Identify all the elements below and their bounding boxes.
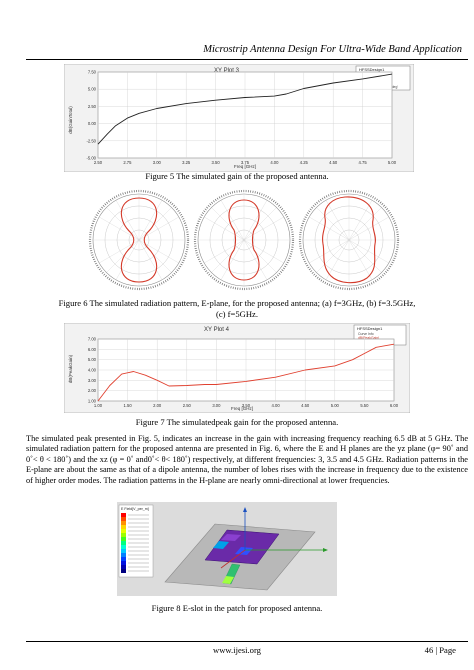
figure5-x-tick-label: 3.00 [153, 160, 162, 165]
figure8-colorbar [121, 513, 126, 573]
figure7-legend-title: HFSSDesign1 [357, 326, 383, 331]
figure5-series-line [97, 73, 393, 145]
figure5-x-tick-label: 3.25 [182, 160, 191, 165]
polar-pattern-b [228, 199, 260, 281]
figure7-legend-line-1: Curve Info [358, 332, 374, 336]
polar-plot-a [88, 189, 190, 291]
figure7-x-tick-label: 3.00 [212, 403, 221, 408]
figure7-x-tick-label: 6.00 [390, 403, 399, 408]
figure5-x-tick-label: 3.50 [212, 160, 221, 165]
figure6-polar-plots [88, 189, 400, 291]
figure7-ylabel: dB(PeakGain) [68, 354, 73, 383]
polar-pattern-a [120, 197, 158, 283]
figure8-axis-z-arrow [243, 507, 247, 512]
figure7-x-tick-label: 2.50 [183, 403, 192, 408]
figure7-y-tick-label: 6.00 [88, 347, 97, 352]
figure7-y-tick-label: 5.00 [88, 357, 97, 362]
footer-url: www.ijesi.org [213, 645, 261, 655]
figure8-feed-hotspot [222, 576, 234, 584]
figure7-y-tick-label: 3.00 [88, 378, 97, 383]
polar-plot-c [298, 189, 400, 291]
figure8-axis-x-arrow [323, 548, 328, 552]
figure5-x-tick-label: 2.75 [123, 160, 132, 165]
figure5-caption: Figure 5 The simulated gain of the propo… [145, 171, 329, 181]
figure5-y-tick-label: -5.00 [86, 156, 96, 161]
figure5-plot-area: 2.50 2.75 3.00 3.25 3.50 3.75 4.00 4.25 4.50 4.75… [86, 70, 396, 166]
figure7-caption: Figure 7 The simulatedpeak gain for the … [135, 417, 339, 427]
figure7-series-line [97, 343, 395, 402]
figure5-y-tick-label: 5.00 [88, 87, 97, 92]
figure5-x-tick-label: 3.75 [241, 160, 250, 165]
figure5-plot: XY Plot 3 HFSSDesign1 Curve Info dB(Gain… [64, 64, 414, 172]
polar-pattern-c [322, 196, 376, 284]
figure7-x-tick-label: 3.50 [242, 403, 251, 408]
figure5-y-tick-label: 2.50 [88, 104, 97, 109]
figure5-x-tick-label: 4.75 [359, 160, 368, 165]
figure7-x-tick-label: 4.00 [272, 403, 281, 408]
body-paragraph: The simulated peak presented in Fig. 5, … [26, 434, 468, 485]
figure8-slot-field-1 [213, 541, 229, 549]
figure8-axis-y [220, 549, 246, 569]
figure5-x-tick-label: 2.50 [94, 160, 103, 165]
figure7-x-tick-label: 1.00 [94, 403, 103, 408]
figure5-legend-title: HFSSDesign1 [359, 67, 385, 72]
figure6-caption-line-1: Figure 6 The simulated radiation pattern… [58, 298, 416, 308]
figure7-x-tick-label: 5.50 [360, 403, 369, 408]
figure7-plot-area: 1.00 1.50 2.00 2.50 3.00 3.50 4.00 4.50 5.00 5.50… [88, 337, 399, 409]
figure5-x-tick-label: 4.25 [300, 160, 309, 165]
header-rule [26, 59, 468, 60]
figure7-y-tick-label: 2.00 [88, 388, 97, 393]
figure7-x-tick-label: 1.50 [124, 403, 133, 408]
figure5-x-tick-label: 4.50 [329, 160, 338, 165]
figure5-plot-title: XY Plot 3 [214, 68, 240, 74]
figure7-x-tick-label: 5.00 [331, 403, 340, 408]
figure5-x-tick-label: 5.00 [388, 160, 397, 165]
figure7-legend-line-2: dB(PeakGain) [358, 336, 379, 340]
figure7-plot: XY Plot 4 HFSSDesign1 Curve Info dB(Peak… [64, 323, 410, 413]
figure7-y-tick-label: 1.00 [88, 399, 97, 404]
figure8-caption: Figure 8 E-slot in the patch for propose… [151, 603, 323, 613]
figure7-plot-title: XY Plot 4 [204, 327, 230, 333]
footer-page-number: 46 | Page [424, 645, 456, 655]
figure5-y-tick-label: 0.00 [88, 121, 97, 126]
figure5-y-tick-label: -2.50 [86, 138, 96, 143]
footer-rule [26, 641, 468, 642]
figure5-x-tick-label: 4.00 [270, 160, 279, 165]
polar-plot-b [193, 189, 295, 291]
figure8-field-view: E Field[V_per_m] [117, 502, 337, 596]
running-header-title: Microstrip Antenna Design For Ultra-Wide… [203, 44, 462, 55]
figure7-y-tick-label: 4.00 [88, 368, 97, 373]
figure7-y-tick-label: 7.00 [88, 337, 97, 342]
figure8-slot-field-3 [221, 534, 241, 541]
figure5-y-tick-label: 7.50 [88, 70, 97, 75]
figure6-caption-line-2: (c) f=5GHz. [215, 309, 259, 319]
figure7-x-tick-label: 2.00 [153, 403, 162, 408]
figure5-ylabel: dB(GainTotal) [68, 106, 73, 134]
figure5-xlabel: Freq [GHz] [234, 164, 256, 169]
figure7-xlabel: Freq [GHz] [231, 406, 253, 411]
figure8-legend-title: E Field[V_per_m] [121, 507, 149, 511]
figure7-x-tick-label: 4.50 [301, 403, 310, 408]
